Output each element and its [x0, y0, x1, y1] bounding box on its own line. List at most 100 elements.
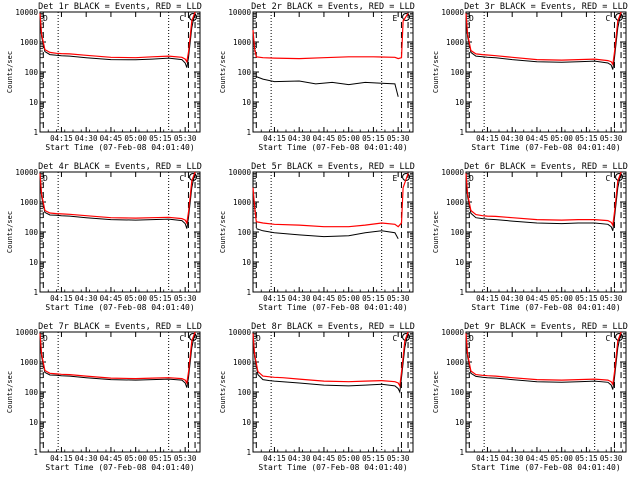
- x-axis-label: Start Time (07-Feb-08 04:01:40): [258, 143, 407, 152]
- x-tick-label: 04:30: [501, 294, 524, 303]
- y-tick-label: 1: [246, 288, 251, 297]
- x-tick-label: 05:00: [337, 134, 360, 143]
- panel-title: Det 2r BLACK = Events, RED = LLD: [251, 2, 415, 12]
- panel-1: Det 1r BLACK = Events, RED = LLD 1 10 100 10…: [6, 2, 202, 152]
- y-tick-label: 1000: [20, 198, 39, 207]
- y-tick-label: 100: [237, 228, 251, 237]
- series-events-line: [465, 11, 622, 70]
- y-tick-label: 100: [24, 388, 38, 397]
- y-axis-label: Counts/sec: [432, 371, 440, 413]
- series-lld-line: [39, 11, 196, 64]
- y-tick-label: 10000: [228, 8, 251, 17]
- x-tick-label: 04:15: [263, 294, 286, 303]
- plot-frame: [252, 331, 414, 453]
- y-tick-label: 1: [33, 128, 38, 137]
- series-events-line: [465, 171, 622, 231]
- x-tick-label: 04:45: [526, 294, 549, 303]
- y-tick-label: 10: [29, 258, 39, 267]
- series-lld-line: [465, 331, 622, 387]
- x-axis-label: Start Time (07-Feb-08 04:01:40): [258, 463, 407, 472]
- marker-label-right: C: [179, 174, 184, 183]
- x-tick-label: 04:45: [313, 294, 336, 303]
- y-tick-label: 1000: [446, 198, 465, 207]
- x-tick-label: 05:30: [387, 294, 410, 303]
- panel-title: Det 3r BLACK = Events, RED = LLD: [464, 2, 628, 12]
- marker-label-left: D: [469, 334, 474, 343]
- x-axis-label: Start Time (07-Feb-08 04:01:40): [471, 463, 620, 472]
- x-tick-label: 04:45: [526, 134, 549, 143]
- marker-label-left: D: [469, 174, 474, 183]
- plot-frame: [39, 171, 201, 293]
- marker-label-left: D: [469, 14, 474, 23]
- series-lld-line: [465, 11, 622, 67]
- y-tick-label: 10: [455, 258, 465, 267]
- x-tick-label: 04:45: [100, 134, 123, 143]
- series-events-line: [39, 171, 196, 229]
- y-tick-label: 1000: [446, 358, 465, 367]
- x-axis-label: Start Time (07-Feb-08 04:01:40): [258, 303, 407, 312]
- x-tick-label: 05:00: [124, 294, 147, 303]
- x-tick-label: 05:15: [575, 294, 598, 303]
- x-tick-label: 05:00: [550, 134, 573, 143]
- x-tick-label: 05:30: [174, 134, 197, 143]
- y-tick-label: 10000: [15, 328, 38, 337]
- x-tick-label: 04:30: [75, 454, 98, 463]
- x-tick-label: 05:30: [174, 294, 197, 303]
- y-tick-label: 100: [237, 68, 251, 77]
- y-tick-label: 10000: [15, 168, 38, 177]
- y-tick-label: 100: [450, 228, 464, 237]
- y-axis-label: Counts/sec: [219, 51, 227, 93]
- panel-2: Det 2r BLACK = Events, RED = LLD 1 10 100 10…: [219, 2, 415, 152]
- series-events-line: [256, 228, 399, 239]
- panel-title: Det 6r BLACK = Events, RED = LLD: [464, 162, 628, 172]
- x-tick-label: 05:15: [362, 454, 385, 463]
- x-tick-label: 04:45: [526, 454, 549, 463]
- x-tick-label: 05:00: [550, 454, 573, 463]
- marker-label-right: E: [392, 14, 397, 23]
- y-tick-label: 1: [459, 128, 464, 137]
- y-tick-label: 10: [29, 98, 39, 107]
- series-events-line: [465, 331, 622, 390]
- x-tick-label: 05:15: [149, 454, 172, 463]
- y-tick-label: 1000: [233, 198, 252, 207]
- y-tick-label: 10: [242, 258, 252, 267]
- y-axis-label: Counts/sec: [219, 211, 227, 253]
- x-tick-label: 05:00: [337, 294, 360, 303]
- x-tick-label: 05:30: [600, 294, 623, 303]
- y-tick-label: 1000: [446, 38, 465, 47]
- series-events-line: [252, 331, 409, 394]
- series-lld-line: [252, 13, 409, 60]
- x-tick-label: 05:00: [124, 134, 147, 143]
- x-tick-label: 04:30: [288, 294, 311, 303]
- marker-label-right: C: [179, 334, 184, 343]
- y-tick-label: 10: [242, 418, 252, 427]
- plot-frame: [465, 171, 627, 293]
- series-events-line: [256, 76, 399, 97]
- x-tick-label: 05:15: [362, 294, 385, 303]
- series-lld-line: [465, 171, 622, 227]
- y-axis-label: Counts/sec: [219, 371, 227, 413]
- y-axis-label: Counts/sec: [6, 51, 14, 93]
- x-tick-label: 04:45: [313, 454, 336, 463]
- plot-frame: [252, 11, 414, 133]
- x-tick-label: 04:15: [263, 134, 286, 143]
- marker-label-right: C: [179, 14, 184, 23]
- x-tick-label: 05:15: [575, 134, 598, 143]
- x-tick-label: 05:30: [174, 454, 197, 463]
- series-events-line: [39, 11, 196, 68]
- y-axis-label: Counts/sec: [6, 371, 14, 413]
- x-tick-label: 04:30: [75, 294, 98, 303]
- x-axis-label: Start Time (07-Feb-08 04:01:40): [471, 143, 620, 152]
- series-lld-line: [252, 173, 409, 228]
- y-axis-label: Counts/sec: [6, 211, 14, 253]
- x-tick-label: 05:15: [149, 294, 172, 303]
- y-tick-label: 1: [459, 288, 464, 297]
- y-tick-label: 1: [33, 448, 38, 457]
- marker-label-right: C: [605, 174, 610, 183]
- y-tick-label: 1000: [20, 38, 39, 47]
- x-tick-label: 04:15: [476, 134, 499, 143]
- y-tick-label: 10000: [441, 8, 464, 17]
- series-events-line: [39, 331, 196, 388]
- y-tick-label: 10000: [15, 8, 38, 17]
